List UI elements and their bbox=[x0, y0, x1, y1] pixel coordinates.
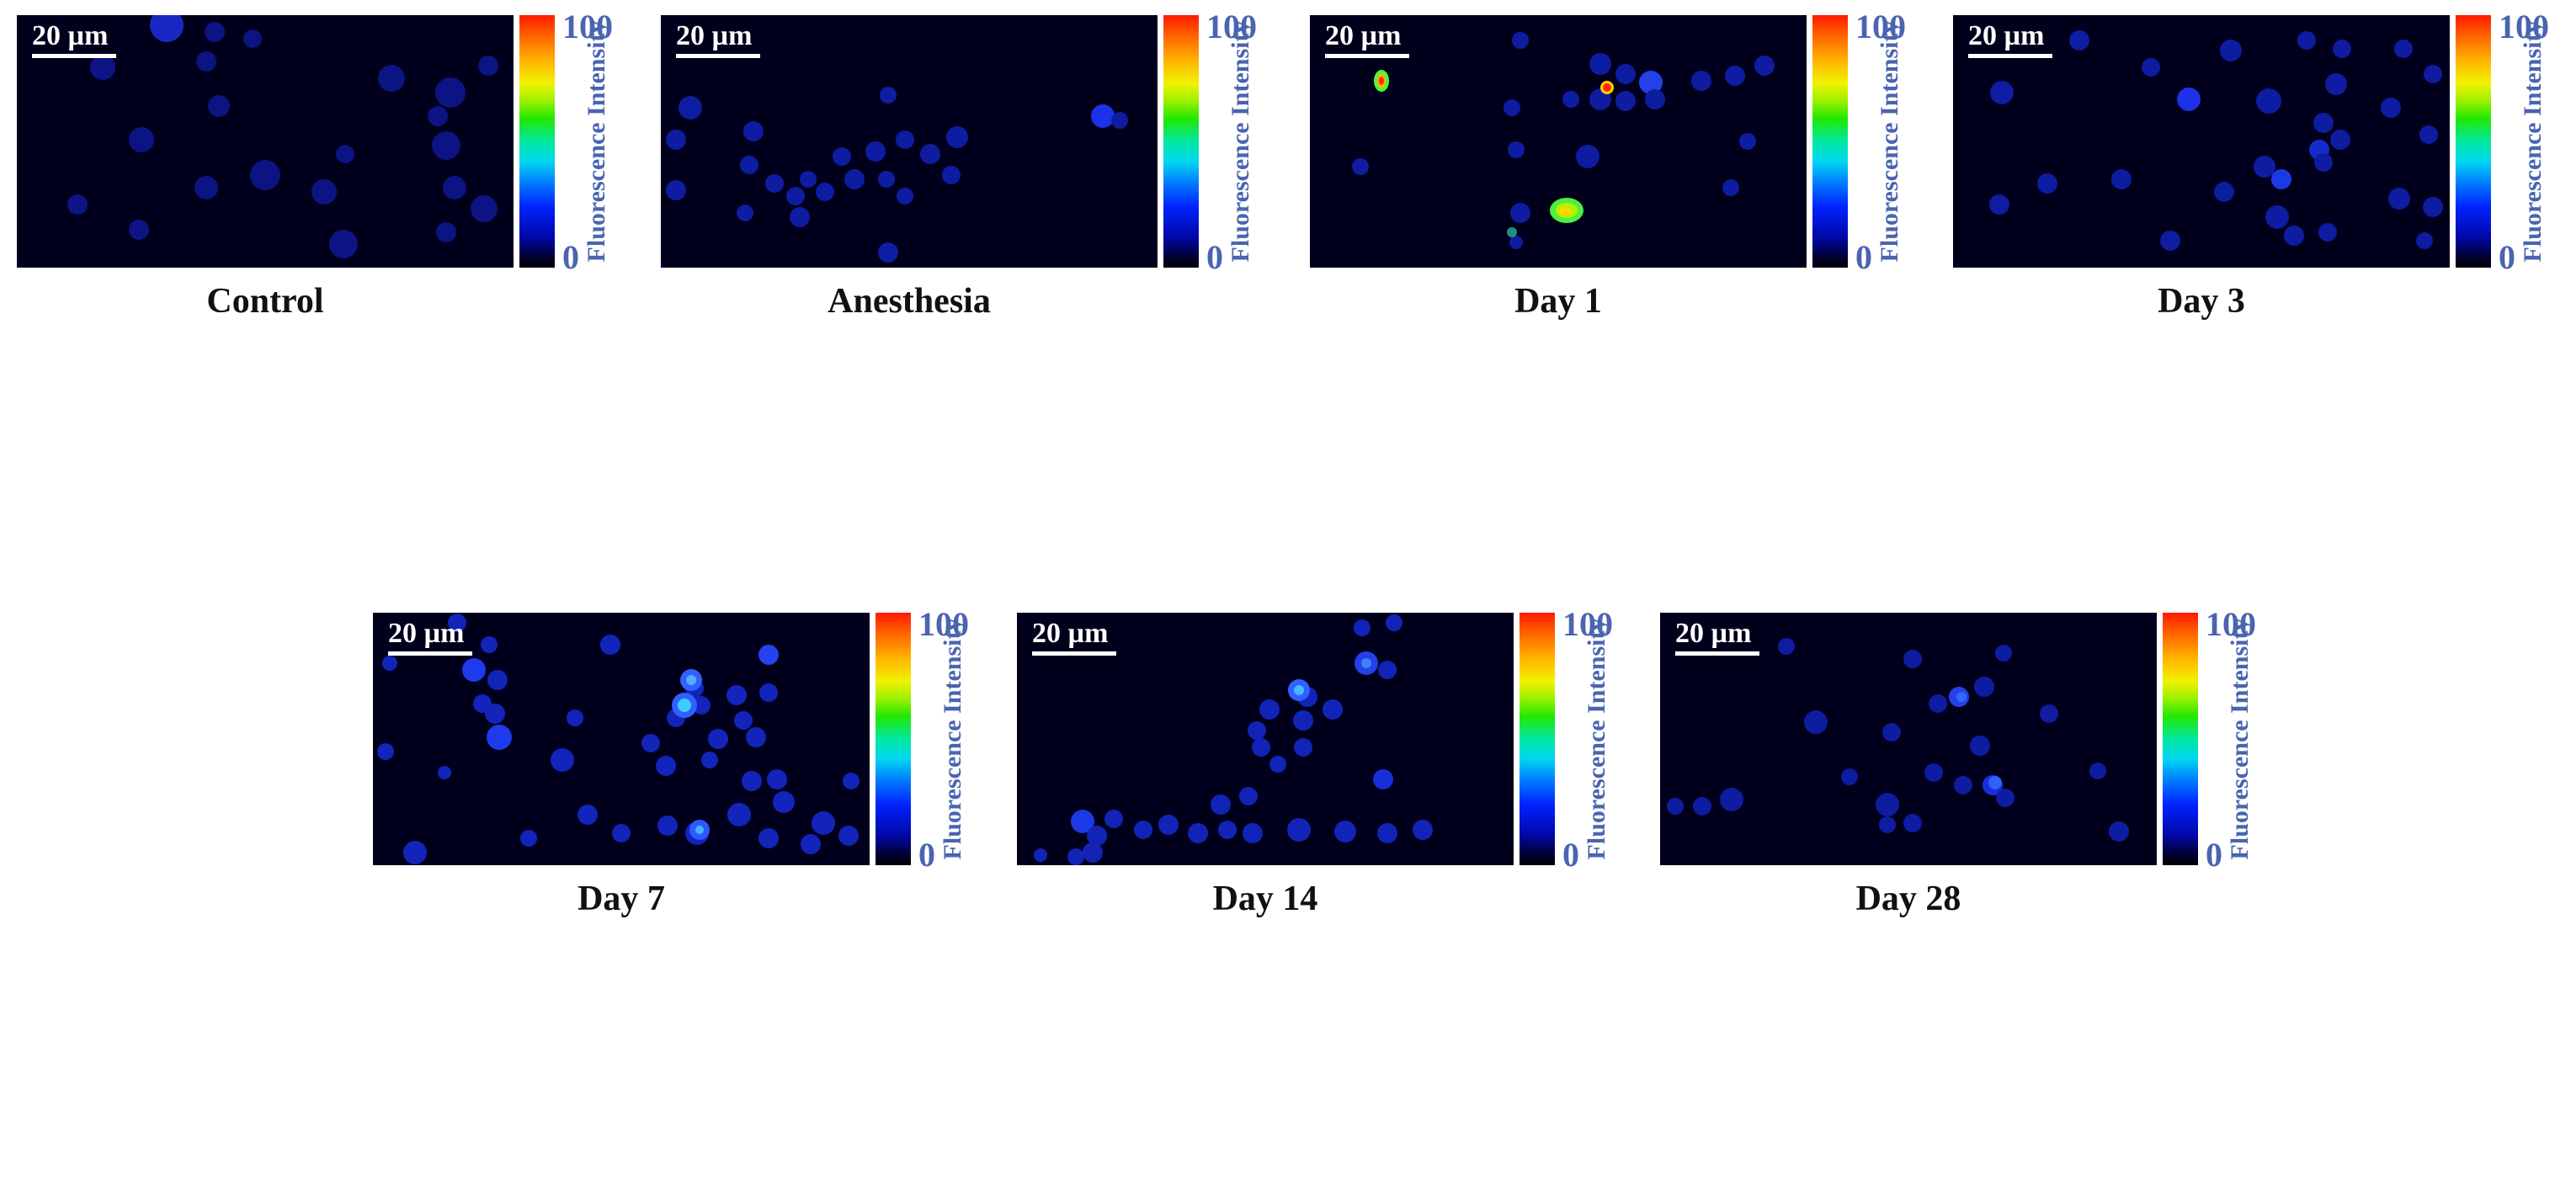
cell-field-day-28 bbox=[1667, 638, 2129, 842]
panel-day-7: 20 µm 100 0 Fluorescence Intensity Day 7 bbox=[373, 608, 987, 918]
scale-bar-label: 20 µm bbox=[1675, 618, 1752, 649]
colorbar-gradient bbox=[2163, 613, 2198, 865]
panel-caption: Control bbox=[206, 282, 324, 321]
micrograph-control: 20 µm bbox=[17, 15, 514, 268]
panel-caption: Anesthesia bbox=[828, 282, 991, 321]
colorbar-gradient bbox=[2456, 15, 2491, 268]
panel-control: 20 µm 100 0 Fluorescence Intensity Contr… bbox=[17, 10, 631, 321]
colorbar-gradient bbox=[876, 613, 911, 865]
panel-day-1: 20 µm 100 0 Fluorescence Intensity Day 1 bbox=[1310, 10, 1924, 321]
scale-bar-label: 20 µm bbox=[1032, 618, 1109, 649]
colorbar-title: Fluorescence Intensity bbox=[1876, 20, 1903, 263]
colorbar-gradient bbox=[1163, 15, 1199, 268]
panel-caption: Day 14 bbox=[1212, 879, 1318, 918]
scale-bar bbox=[1675, 651, 1759, 656]
micrograph-day-3: 20 µm bbox=[1953, 15, 2450, 268]
scale-bar-label: 20 µm bbox=[388, 618, 465, 649]
colorbar-gradient bbox=[1812, 15, 1848, 268]
cell-field-day-14 bbox=[1034, 614, 1433, 865]
cell-field-day-3 bbox=[1989, 30, 2443, 251]
colorbar-max-label: 100 bbox=[1855, 8, 1906, 45]
micrograph-anesthesia: 20 µm bbox=[661, 15, 1158, 268]
cell-field-control bbox=[67, 15, 498, 258]
cell-field-day-7 bbox=[377, 614, 860, 864]
scale-bar bbox=[388, 651, 472, 656]
panel-caption: Day 1 bbox=[1514, 282, 1602, 321]
colorbar-title: Fluorescence Intensity bbox=[2519, 20, 2547, 263]
colorbar-max-label: 100 bbox=[1562, 605, 1613, 643]
colorbar-max-label: 100 bbox=[918, 605, 969, 643]
panel-caption: Day 28 bbox=[1855, 879, 1961, 918]
colorbar-min-label: 0 bbox=[1562, 836, 1579, 874]
scale-bar bbox=[1968, 54, 2052, 58]
panel-anesthesia: 20 µm 100 0 Fluorescence Intensity Anest… bbox=[661, 10, 1275, 321]
colorbar-max-label: 100 bbox=[562, 8, 613, 45]
scale-bar bbox=[32, 54, 116, 58]
micrograph-day-14: 20 µm bbox=[1017, 613, 1514, 865]
scale-bar bbox=[1032, 651, 1116, 656]
cell-field-day-1 bbox=[1352, 32, 1775, 249]
panel-day-28: 20 µm 100 0 Fluorescence Intensity Day 2… bbox=[1660, 608, 2275, 918]
scale-bar-label: 20 µm bbox=[1325, 20, 1402, 51]
colorbar-min-label: 0 bbox=[1855, 238, 1872, 276]
hotspot-cells bbox=[1374, 70, 1614, 237]
colorbar-gradient bbox=[519, 15, 555, 268]
bright-cells bbox=[1956, 692, 2002, 789]
cell-field-anesthesia bbox=[666, 87, 1128, 263]
bright-cells bbox=[672, 669, 710, 840]
panel-caption: Day 3 bbox=[2158, 282, 2245, 321]
colorbar-title: Fluorescence Intensity bbox=[1227, 20, 1254, 263]
panel-day-3: 20 µm 100 0 Fluorescence Intensity Day 3 bbox=[1953, 10, 2568, 321]
colorbar-title: Fluorescence Intensity bbox=[583, 20, 610, 263]
colorbar-min-label: 0 bbox=[2206, 836, 2222, 874]
colorbar-min-label: 0 bbox=[2499, 238, 2515, 276]
panel-day-14: 20 µm 100 0 Fluorescence Intensity Day 1… bbox=[1017, 608, 1631, 918]
colorbar-max-label: 100 bbox=[2499, 8, 2549, 45]
micrograph-day-1: 20 µm bbox=[1310, 15, 1807, 268]
colorbar-min-label: 0 bbox=[918, 836, 935, 874]
colorbar-min-label: 0 bbox=[562, 238, 579, 276]
colorbar-gradient bbox=[1520, 613, 1555, 865]
colorbar-max-label: 100 bbox=[2206, 605, 2256, 643]
bright-cells bbox=[1288, 658, 1371, 701]
scale-bar-label: 20 µm bbox=[32, 20, 109, 51]
scale-bar-label: 20 µm bbox=[1968, 20, 2045, 51]
colorbar-max-label: 100 bbox=[1206, 8, 1257, 45]
colorbar-min-label: 0 bbox=[1206, 238, 1223, 276]
colorbar-title: Fluorescence Intensity bbox=[939, 618, 966, 860]
scale-bar bbox=[676, 54, 760, 58]
micrograph-day-7: 20 µm bbox=[373, 613, 870, 865]
colorbar-title: Fluorescence Intensity bbox=[1583, 618, 1610, 860]
panel-caption: Day 7 bbox=[577, 879, 665, 918]
micrograph-day-28: 20 µm bbox=[1660, 613, 2157, 865]
colorbar-title: Fluorescence Intensity bbox=[2226, 618, 2254, 860]
scale-bar-label: 20 µm bbox=[676, 20, 753, 51]
scale-bar bbox=[1325, 54, 1409, 58]
